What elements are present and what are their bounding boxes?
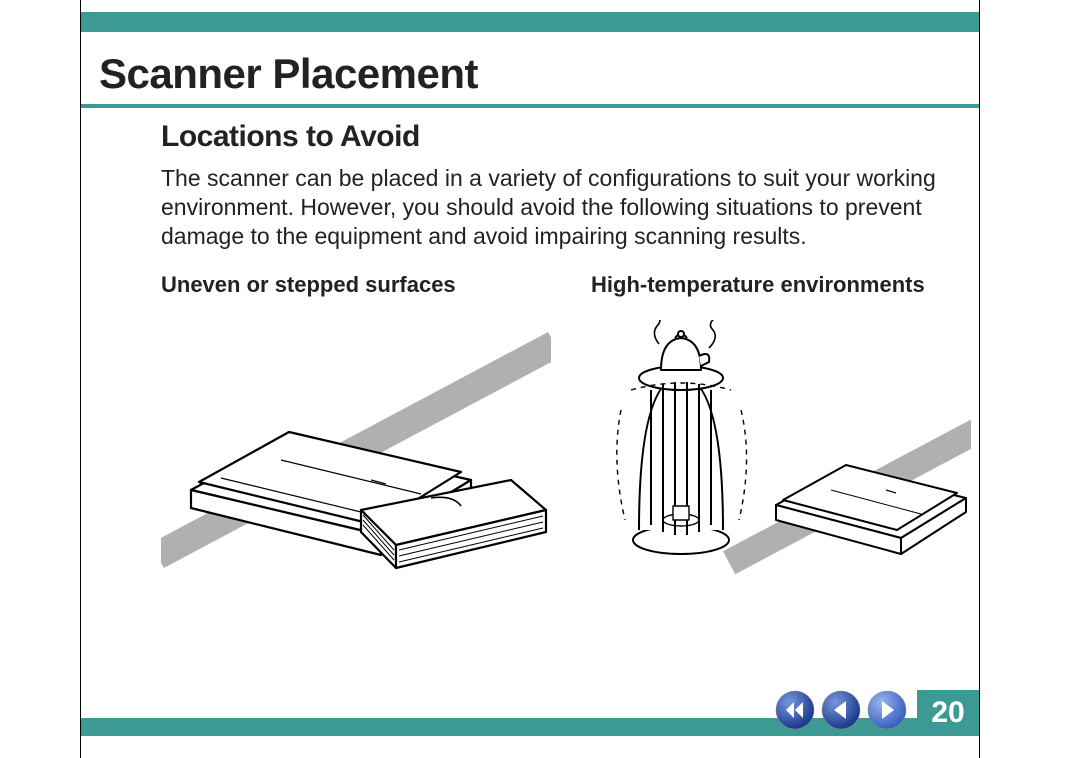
body-paragraph: The scanner can be placed in a variety o… bbox=[161, 164, 961, 250]
page-title: Scanner Placement bbox=[99, 50, 478, 98]
page-footer: 20 bbox=[81, 686, 979, 736]
illustration-high-temperature bbox=[581, 320, 971, 580]
document-page: Scanner Placement Locations to Avoid The… bbox=[80, 0, 980, 758]
nav-button-group bbox=[775, 690, 907, 730]
title-rule bbox=[81, 104, 979, 108]
nav-next-button[interactable] bbox=[867, 690, 907, 730]
nav-first-button[interactable] bbox=[775, 690, 815, 730]
page-number: 20 bbox=[917, 690, 979, 736]
section-subtitle: Locations to Avoid bbox=[161, 120, 420, 154]
column-heading-right: High-temperature environments bbox=[591, 272, 925, 298]
illustration-uneven-surface bbox=[161, 320, 551, 580]
header-accent-bar bbox=[81, 12, 979, 32]
nav-prev-button[interactable] bbox=[821, 690, 861, 730]
column-heading-left: Uneven or stepped surfaces bbox=[161, 272, 456, 298]
